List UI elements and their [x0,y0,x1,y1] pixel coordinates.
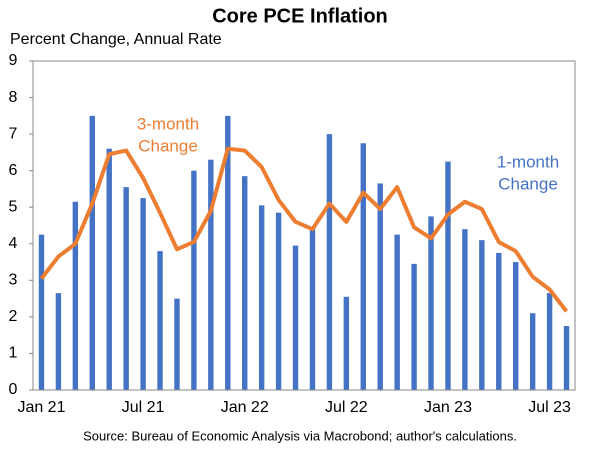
bar [275,212,282,390]
annotation: Change [498,174,558,193]
y-tick-label: 6 [9,162,18,179]
y-tick-label: 8 [9,89,18,106]
bar [55,293,62,390]
x-tick-label: Jul 22 [325,399,368,416]
bar [38,234,45,390]
bar [360,143,366,390]
bar [563,326,570,390]
source-note: Source: Bureau of Economic Analysis via … [83,428,517,443]
y-tick-label: 1 [9,345,18,362]
bar [496,252,502,390]
bar [292,245,299,390]
x-tick-label: Jan 23 [424,399,472,416]
annotation: 1-month [497,152,559,171]
y-tick-label: 0 [9,381,18,398]
bar [89,115,95,390]
chart-subtitle: Percent Change, Annual Rate [10,31,222,48]
bar [428,216,434,390]
x-tick-label: Jul 23 [528,399,571,416]
bar [309,229,316,390]
y-tick-label: 7 [9,125,18,142]
bar [411,263,417,390]
bar [191,170,197,390]
bar [157,251,163,390]
bar [546,293,553,390]
y-tick-label: 9 [9,52,18,69]
bar [377,183,383,390]
chart-title: Core PCE Inflation [212,5,388,27]
bar [513,262,519,390]
x-tick-label: Jul 21 [122,399,165,416]
bar [174,298,180,390]
bar [258,205,265,390]
bar [208,159,214,390]
annotation: 3-month [137,114,199,133]
bar [225,115,231,390]
bar [343,296,350,390]
annotation: Change [138,136,198,155]
x-tick-label: Jan 22 [221,399,269,416]
bar [529,313,536,390]
bar [326,134,333,390]
y-tick-label: 5 [9,198,18,215]
bar [140,198,146,390]
bar [123,187,129,390]
y-tick-label: 3 [9,272,18,289]
bar [479,240,485,390]
bar [394,234,400,390]
bar [462,229,468,390]
x-tick-label: Jan 21 [17,399,65,416]
bar [106,148,112,390]
y-tick-label: 4 [9,235,18,252]
bar [72,201,79,390]
y-tick-label: 2 [9,308,18,325]
bar [445,161,451,390]
line [39,146,569,313]
bar [242,176,248,390]
plot-frame [32,60,576,391]
